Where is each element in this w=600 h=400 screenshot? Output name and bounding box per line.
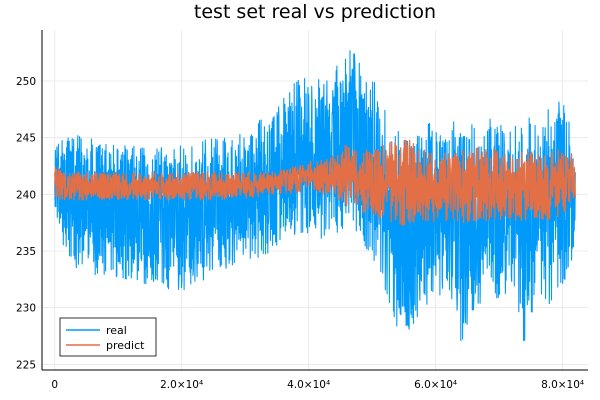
x-tick-label: 2.0×10⁴ bbox=[160, 379, 203, 391]
series-line-predict bbox=[54, 139, 576, 226]
x-tick-label: 4.0×10⁴ bbox=[287, 379, 330, 391]
legend-box bbox=[59, 317, 157, 357]
y-tick-label: 245 bbox=[16, 133, 36, 145]
legend: real predict bbox=[59, 317, 157, 357]
y-tick-label: 240 bbox=[16, 189, 36, 201]
chart-title: test set real vs prediction bbox=[194, 1, 436, 23]
x-tick-label: 8.0×10⁴ bbox=[541, 379, 584, 391]
legend-label-real: real bbox=[106, 324, 127, 337]
series-layer bbox=[54, 50, 576, 342]
axes bbox=[41, 30, 588, 371]
tick-labels: 0 2.0×10⁴ 4.0×10⁴ 6.0×10⁴ 8.0×10⁴ 225 230 235 24… bbox=[16, 76, 584, 391]
legend-label-predict: predict bbox=[106, 339, 145, 352]
x-tick-label: 6.0×10⁴ bbox=[414, 379, 457, 391]
y-tick-label: 250 bbox=[16, 76, 36, 88]
x-tick-label: 0 bbox=[51, 379, 58, 391]
y-tick-label: 225 bbox=[16, 359, 36, 371]
y-tick-label: 235 bbox=[16, 246, 36, 258]
y-tick-label: 230 bbox=[16, 303, 36, 315]
